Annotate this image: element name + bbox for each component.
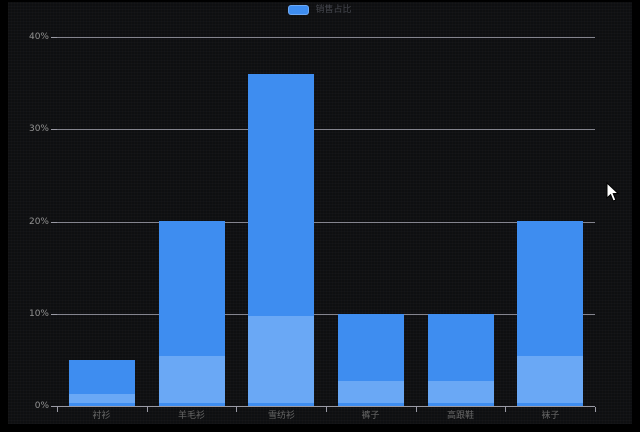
legend-item-series[interactable]: 销售占比 [288, 5, 352, 15]
x-axis-label-衬衫: 衬衫 [92, 411, 111, 421]
x-axis-tick [57, 407, 58, 412]
x-axis-label-雪纺衫: 雪纺衫 [267, 411, 295, 421]
bar-animation-band [517, 356, 583, 403]
bar-雪纺衫[interactable] [248, 74, 314, 406]
y-axis-label-40%: 40% [28, 32, 49, 42]
y-axis-label-10%: 10% [28, 309, 49, 319]
y-axis-label-0%: 0% [34, 401, 49, 411]
legend: 销售占比 [8, 3, 632, 17]
bar-animation-band [428, 381, 494, 403]
y-axis-tick [51, 406, 57, 407]
x-axis-tick [416, 407, 417, 412]
bar-animation-band [248, 316, 314, 403]
chart-panel: 销售占比 0% 10% 20% 30% 40% 衬衫 羊毛衫 雪纺衫 裤子 高跟鞋 袜子 [8, 2, 632, 424]
x-axis-label-羊毛衫: 羊毛衫 [177, 411, 205, 421]
gridline-10% [57, 314, 595, 315]
y-axis-tick [51, 222, 57, 223]
x-axis-tick [595, 407, 596, 412]
gridline-20% [57, 222, 595, 223]
legend-label: 销售占比 [315, 5, 352, 15]
bar-animation-band [338, 381, 404, 403]
y-axis-tick [51, 314, 57, 315]
x-axis-label-裤子: 裤子 [361, 411, 380, 421]
gridline-40% [57, 37, 595, 38]
x-axis-line [57, 406, 595, 407]
x-axis-tick [326, 407, 327, 412]
plot-area: 0% 10% 20% 30% 40% 衬衫 羊毛衫 雪纺衫 裤子 高跟鞋 袜子 [29, 32, 596, 421]
x-axis-tick [147, 407, 148, 412]
y-axis-tick [51, 129, 57, 130]
bar-袜子[interactable] [517, 221, 583, 406]
y-axis-tick [51, 37, 57, 38]
bar-高跟鞋[interactable] [428, 314, 494, 406]
gridline-30% [57, 129, 595, 130]
bar-羊毛衫[interactable] [159, 221, 225, 406]
y-axis-label-30%: 30% [28, 124, 49, 134]
bar-animation-band [159, 356, 225, 403]
x-axis-tick [236, 407, 237, 412]
legend-marker-icon [288, 5, 310, 15]
y-axis-label-20%: 20% [28, 217, 49, 227]
x-axis-tick [505, 407, 506, 412]
x-axis-label-高跟鞋: 高跟鞋 [446, 411, 474, 421]
bar-animation-band [69, 393, 135, 403]
x-axis-label-袜子: 袜子 [541, 411, 560, 421]
bar-裤子[interactable] [338, 314, 404, 406]
bar-衬衫[interactable] [69, 360, 135, 406]
